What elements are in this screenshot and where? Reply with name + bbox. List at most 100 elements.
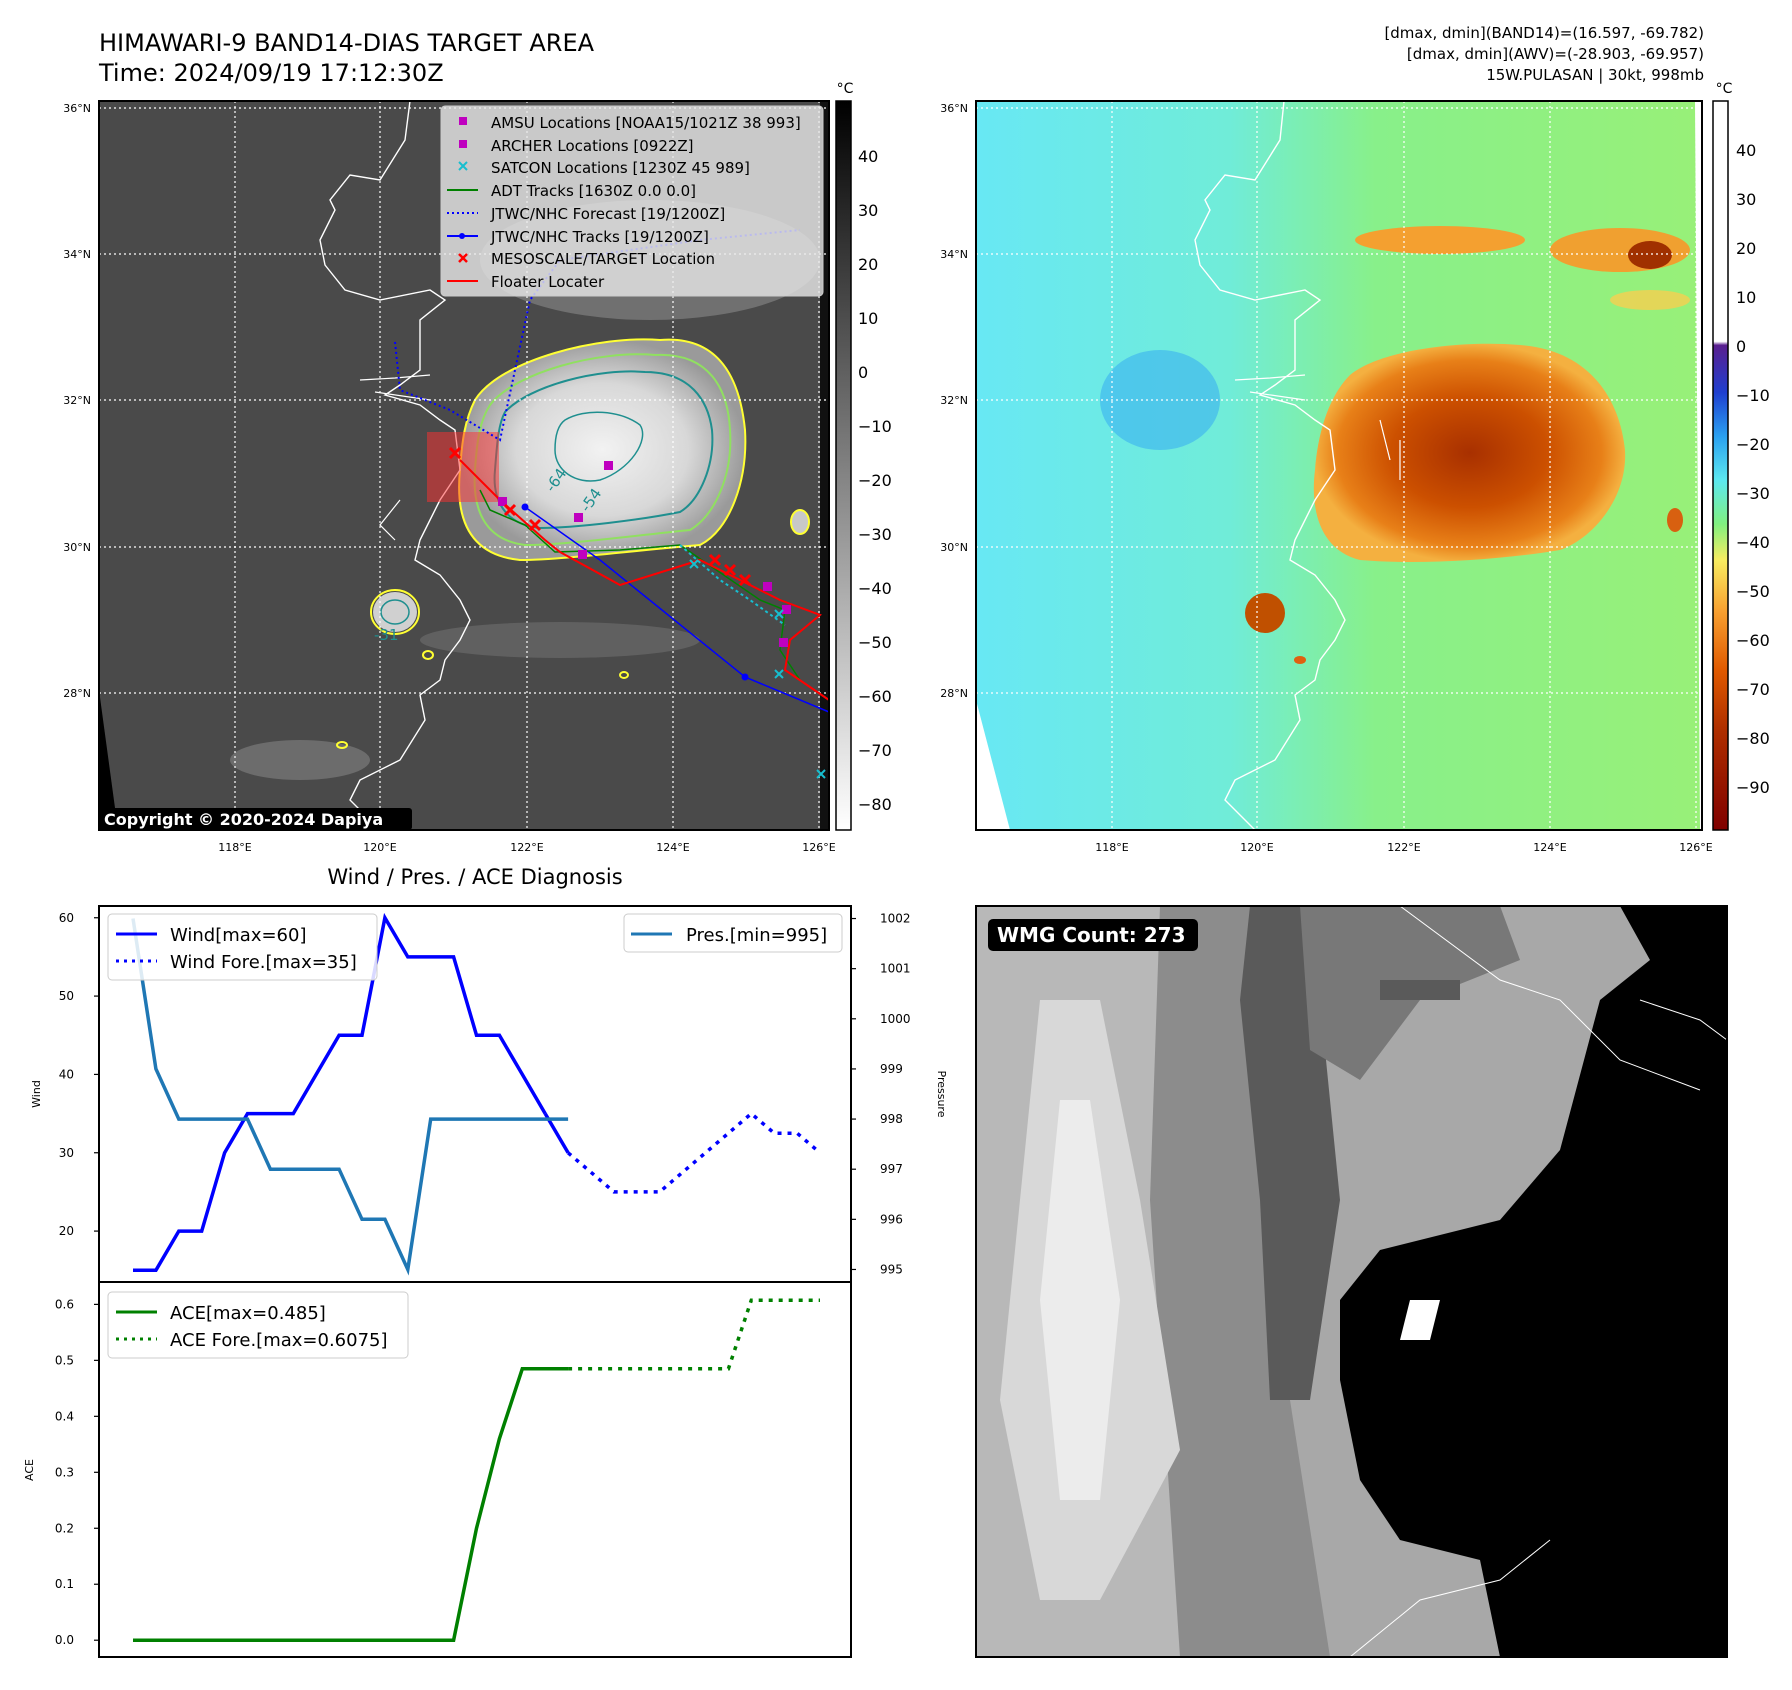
wmg-coastline — [1399, 906, 1701, 1091]
svg-text:20: 20 — [858, 255, 878, 274]
svg-text:32°N: 32°N — [940, 394, 968, 407]
y-tick-label: 30 — [59, 1146, 74, 1160]
svg-text:30°N: 30°N — [940, 541, 968, 554]
diagnosis-title: Wind / Pres. / ACE Diagnosis — [327, 865, 622, 889]
info-band14-range: [dmax, dmin](BAND14)=(16.597, -69.782) — [1384, 24, 1704, 42]
awv-coastline-islands — [1234, 374, 1401, 480]
svg-text:118°E: 118°E — [1095, 841, 1128, 854]
ir-colorbar-unit: °C — [837, 81, 854, 97]
ace-legend-label: ACE[max=0.485] — [170, 1303, 326, 1324]
ir-colorbar — [835, 100, 852, 831]
series-line-2 — [566, 1111, 822, 1194]
ir-map-frame — [98, 100, 830, 831]
svg-text:−30: −30 — [858, 525, 892, 544]
y2-tick-label: 996 — [880, 1212, 903, 1226]
svg-text:126°E: 126°E — [1679, 841, 1712, 854]
wmg-white-pixel — [1400, 1300, 1440, 1340]
awv-cloud-band — [1610, 290, 1690, 310]
svg-text:122°E: 122°E — [510, 841, 543, 854]
wmg-count-label: WMG Count: 273 — [997, 923, 1186, 947]
jtwc-track-point — [741, 673, 749, 681]
svg-text:34°N: 34°N — [940, 248, 968, 261]
ir-tiny-contour — [619, 671, 629, 679]
y2-tick-label: 999 — [880, 1062, 903, 1076]
pressure-y-ticks: 995 996 997 998 999 1000 1001 1002 — [851, 912, 911, 1276]
legend-satcon-icon — [458, 161, 468, 171]
y2-tick-label: 1002 — [880, 912, 911, 926]
figure-time: Time: 2024/09/19 17:12:30Z — [98, 59, 444, 87]
svg-text:34°N: 34°N — [63, 248, 91, 261]
ir-colorbar-ticks: 40 30 20 10 0 −10 −20 −30 −40 −50 −60 −7… — [858, 147, 892, 814]
legend-amsu-icon — [459, 117, 467, 125]
ir-cloud-patch — [230, 740, 370, 780]
ir-no-data-edge — [820, 101, 829, 830]
ace-y-ticks: 0.0 0.1 0.2 0.3 0.4 0.5 0.6 — [55, 1297, 99, 1647]
svg-text:−60: −60 — [1736, 631, 1770, 650]
wmg-white-core — [1040, 1100, 1120, 1500]
svg-text:−40: −40 — [858, 579, 892, 598]
ace-tick-label: 0.1 — [55, 1577, 74, 1591]
svg-text:0: 0 — [1736, 337, 1746, 356]
wind-fore-legend-label: Wind Fore.[max=35] — [170, 952, 357, 973]
svg-text:−90: −90 — [1736, 778, 1770, 797]
svg-text:40: 40 — [1736, 141, 1756, 160]
svg-text:−50: −50 — [1736, 582, 1770, 601]
legend-mesoscale: MESOSCALE/TARGET Location — [491, 250, 715, 268]
svg-text:30: 30 — [1736, 190, 1756, 209]
satcon-track — [679, 544, 786, 626]
ir-map: -64 -54 -31 — [63, 81, 892, 854]
svg-text:28°N: 28°N — [63, 687, 91, 700]
floater-locater-line — [459, 459, 829, 701]
svg-text:−10: −10 — [1736, 386, 1770, 405]
legend-tracks: JTWC/NHC Tracks [19/1200Z] — [490, 228, 709, 246]
copyright-text: Copyright © 2020-2024 Dapiya — [104, 810, 383, 829]
ace-legend: ACE[max=0.485] ACE Fore.[max=0.6075] — [107, 1291, 409, 1359]
awv-no-data-edge — [1695, 101, 1702, 830]
svg-text:10: 10 — [1736, 288, 1756, 307]
y2-tick-label: 997 — [880, 1162, 903, 1176]
ace-tick-label: 0.3 — [55, 1465, 74, 1479]
svg-text:−80: −80 — [858, 795, 892, 814]
awv-map: 36°N 34°N 32°N 30°N 28°N 118°E 120°E 122… — [940, 81, 1770, 854]
svg-text:126°E: 126°E — [802, 841, 835, 854]
legend-satcon: SATCON Locations [1230Z 45 989] — [491, 159, 750, 177]
awv-storm-cloud — [1313, 343, 1626, 562]
ir-lon-labels: 118°E 120°E 122°E 124°E 126°E — [218, 841, 835, 854]
svg-text:10: 10 — [858, 309, 878, 328]
svg-text:−20: −20 — [858, 471, 892, 490]
ace-tick-label: 0.2 — [55, 1521, 74, 1535]
wmg-count-badge — [988, 919, 1198, 951]
svg-text:−70: −70 — [858, 741, 892, 760]
wmg-dark-block — [1380, 980, 1460, 1000]
satcon-markers — [689, 559, 826, 779]
wind-y-ticks: 20 30 40 50 60 — [59, 911, 99, 1238]
y2-tick-label: 998 — [880, 1112, 903, 1126]
pressure-legend: Pres.[min=995] — [623, 913, 843, 953]
wmg-coastline — [1639, 999, 1727, 1041]
pressure-y-label: Pressure — [935, 1071, 948, 1118]
wmg-frame — [975, 905, 1728, 1658]
target-area-box — [427, 432, 499, 502]
ir-tiny-contour — [422, 650, 434, 660]
svg-text:0: 0 — [858, 363, 868, 382]
ace-fore-legend-label: ACE Fore.[max=0.6075] — [170, 1330, 388, 1351]
svg-text:−80: −80 — [1736, 729, 1770, 748]
figure-title: HIMAWARI-9 BAND14-DIAS TARGET AREA — [99, 29, 595, 57]
ir-no-data-corner — [99, 690, 118, 830]
awv-colorbar — [1712, 100, 1729, 831]
svg-text:−60: −60 — [858, 687, 892, 706]
ace-series-line-1 — [568, 1298, 820, 1371]
svg-text:−40: −40 — [1736, 533, 1770, 552]
ir-contour-inner — [554, 411, 644, 482]
y-tick-label: 60 — [59, 911, 74, 925]
info-awv-range: [dmax, dmin](AWV)=(-28.903, -69.957) — [1407, 45, 1704, 63]
awv-small-cell — [1245, 593, 1285, 633]
jtwc-track-point — [521, 503, 529, 511]
wind-pressure-chart: 20 30 40 50 60 995 996 997 998 999 1000 1001 1002 W… — [30, 905, 948, 1283]
ace-tick-label: 0.6 — [55, 1297, 74, 1311]
svg-text:124°E: 124°E — [1533, 841, 1566, 854]
contour-label: -31 — [374, 626, 399, 644]
series-line-3 — [131, 918, 569, 1276]
amsu-archer-markers — [498, 461, 791, 647]
